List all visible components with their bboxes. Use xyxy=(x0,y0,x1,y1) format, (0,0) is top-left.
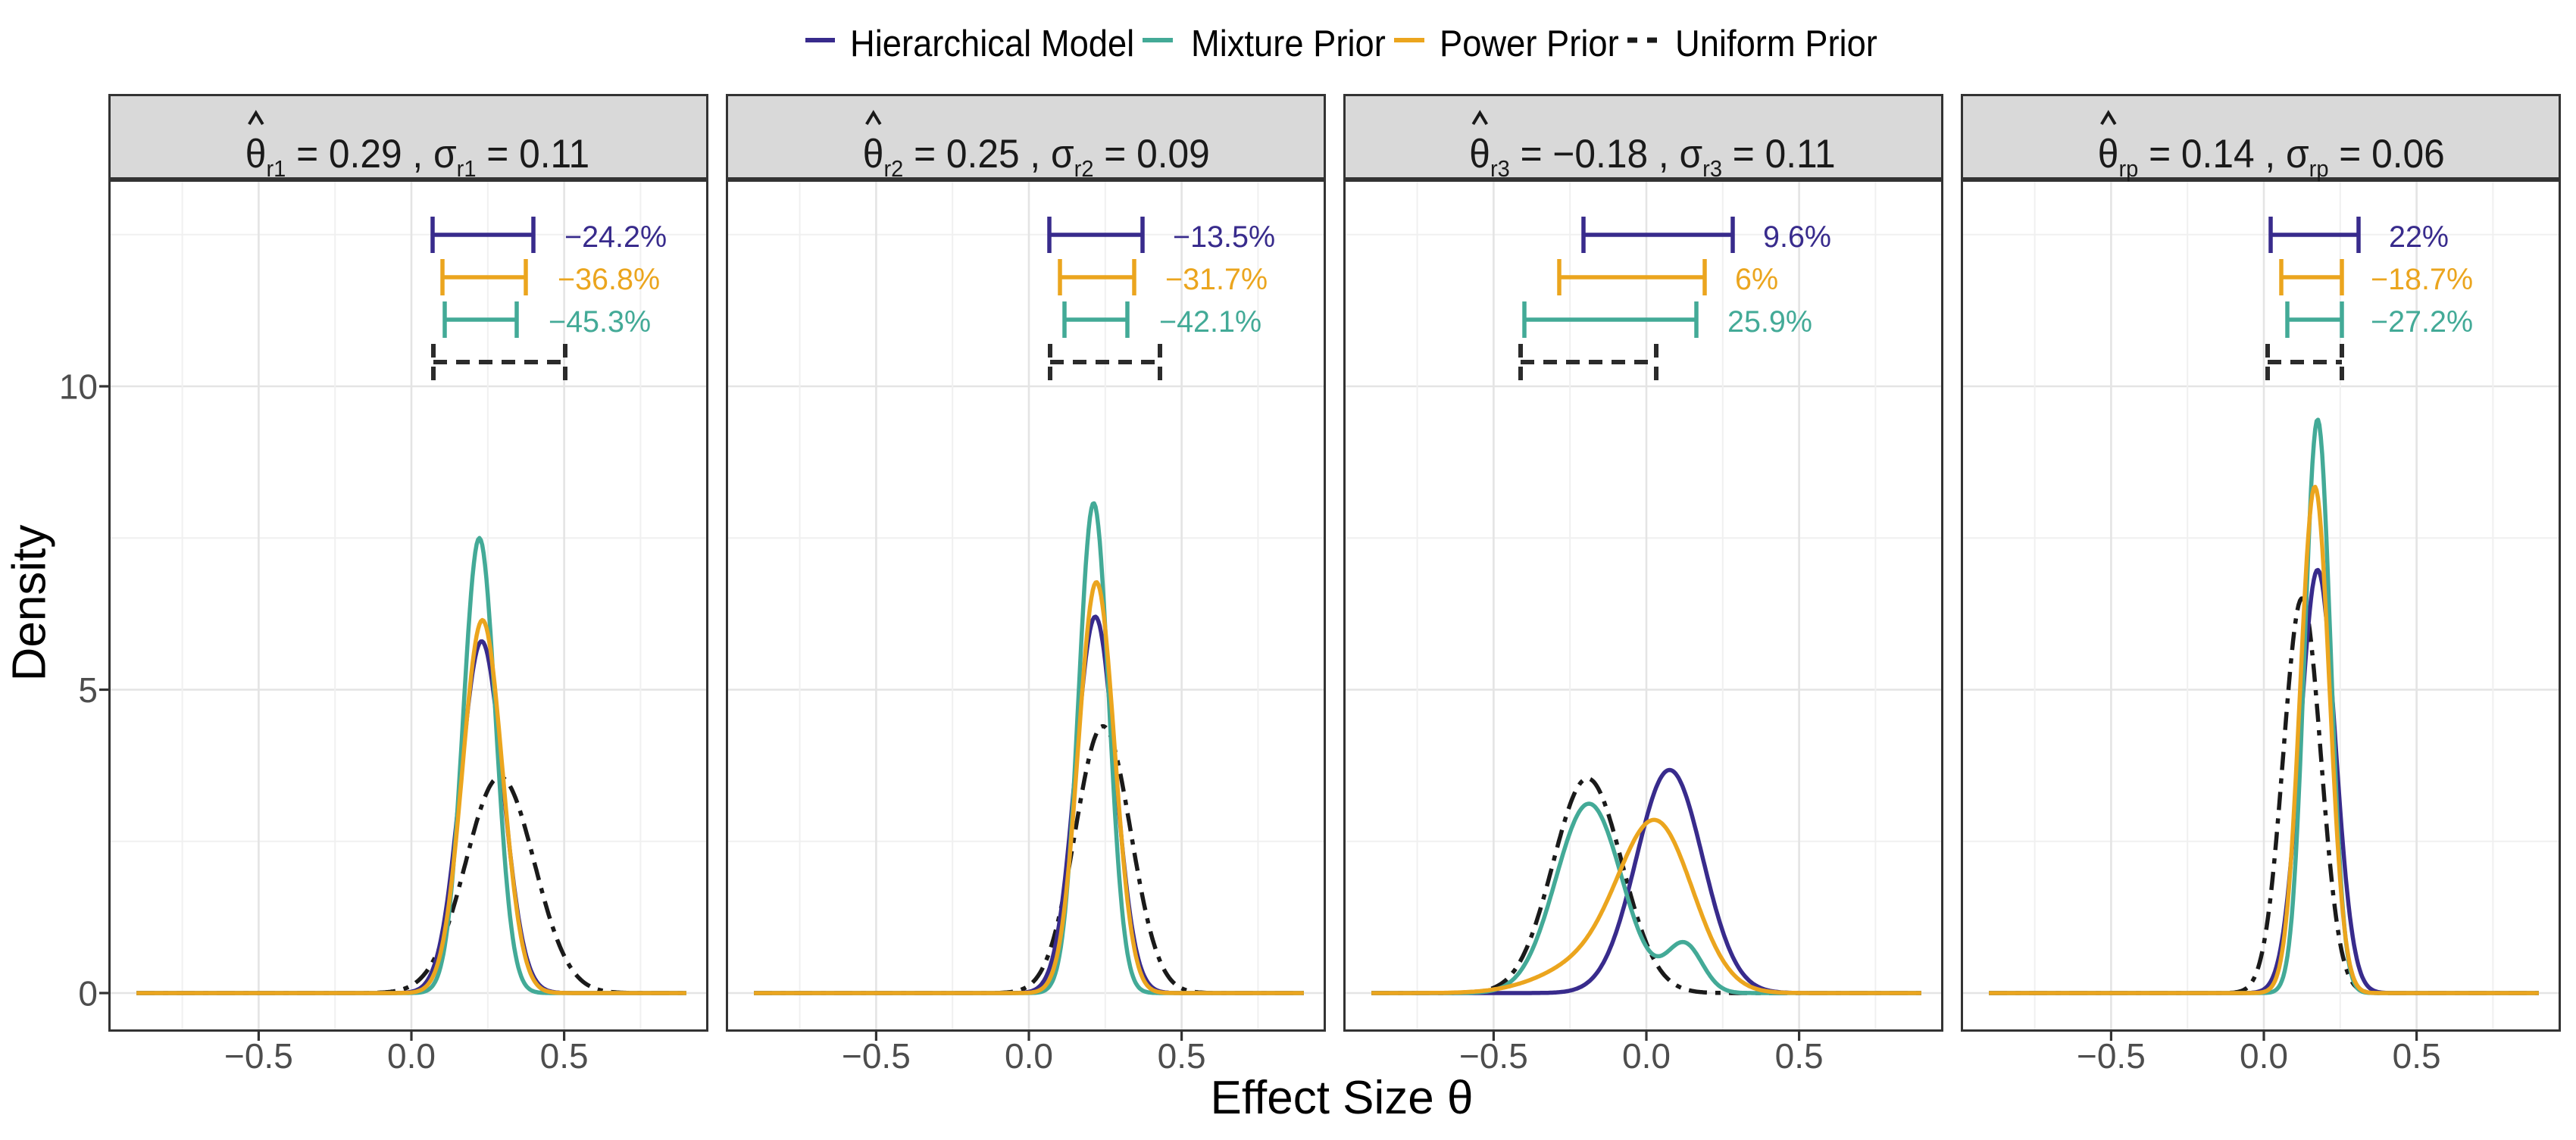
svg-text:6%: 6% xyxy=(1735,263,1778,296)
svg-text:θr2 = 0.25 , σr2 = 0.09: θr2 = 0.25 , σr2 = 0.09 xyxy=(863,131,1210,183)
svg-text:0.5: 0.5 xyxy=(2393,1036,2441,1076)
svg-text:Effect Size θ: Effect Size θ xyxy=(1211,1072,1474,1124)
svg-text:−42.1%: −42.1% xyxy=(1159,305,1261,339)
svg-text:−0.5: −0.5 xyxy=(1459,1036,1528,1076)
svg-text:0.0: 0.0 xyxy=(1005,1036,1053,1076)
svg-text:θr1 = 0.29 , σr1 = 0.11: θr1 = 0.29 , σr1 = 0.11 xyxy=(245,131,589,183)
svg-text:9.6%: 9.6% xyxy=(1763,220,1831,254)
svg-text:−45.3%: −45.3% xyxy=(549,305,651,339)
svg-text:0.5: 0.5 xyxy=(1775,1036,1824,1076)
svg-text:θr3 = −0.18 , σr3 = 0.11: θr3 = −0.18 , σr3 = 0.11 xyxy=(1469,131,1835,183)
svg-text:22%: 22% xyxy=(2389,220,2449,254)
svg-text:0.0: 0.0 xyxy=(2240,1036,2288,1076)
svg-text:5: 5 xyxy=(78,670,98,710)
svg-text:Mixture Prior: Mixture Prior xyxy=(1191,23,1386,64)
svg-text:0.0: 0.0 xyxy=(387,1036,436,1076)
svg-text:−0.5: −0.5 xyxy=(224,1036,293,1076)
svg-text:−13.5%: −13.5% xyxy=(1173,220,1275,254)
svg-text:−0.5: −0.5 xyxy=(2077,1036,2146,1076)
svg-text:0.5: 0.5 xyxy=(1158,1036,1206,1076)
svg-text:25.9%: 25.9% xyxy=(1727,305,1812,339)
svg-text:−27.2%: −27.2% xyxy=(2371,305,2473,339)
svg-text:10: 10 xyxy=(59,367,98,407)
svg-text:Uniform Prior: Uniform Prior xyxy=(1675,23,1877,64)
svg-text:0: 0 xyxy=(78,974,98,1014)
svg-text:Power Prior: Power Prior xyxy=(1440,23,1619,64)
svg-text:θrp = 0.14 , σrp = 0.06: θrp = 0.14 , σrp = 0.06 xyxy=(2098,131,2445,183)
svg-text:Hierarchical Model: Hierarchical Model xyxy=(850,23,1134,64)
svg-text:−0.5: −0.5 xyxy=(842,1036,911,1076)
svg-text:−36.8%: −36.8% xyxy=(558,263,660,296)
svg-text:0.0: 0.0 xyxy=(1622,1036,1671,1076)
svg-text:−18.7%: −18.7% xyxy=(2371,263,2473,296)
svg-text:Density: Density xyxy=(4,525,56,682)
svg-text:−24.2%: −24.2% xyxy=(564,220,667,254)
svg-text:0.5: 0.5 xyxy=(540,1036,589,1076)
svg-text:−31.7%: −31.7% xyxy=(1165,263,1268,296)
